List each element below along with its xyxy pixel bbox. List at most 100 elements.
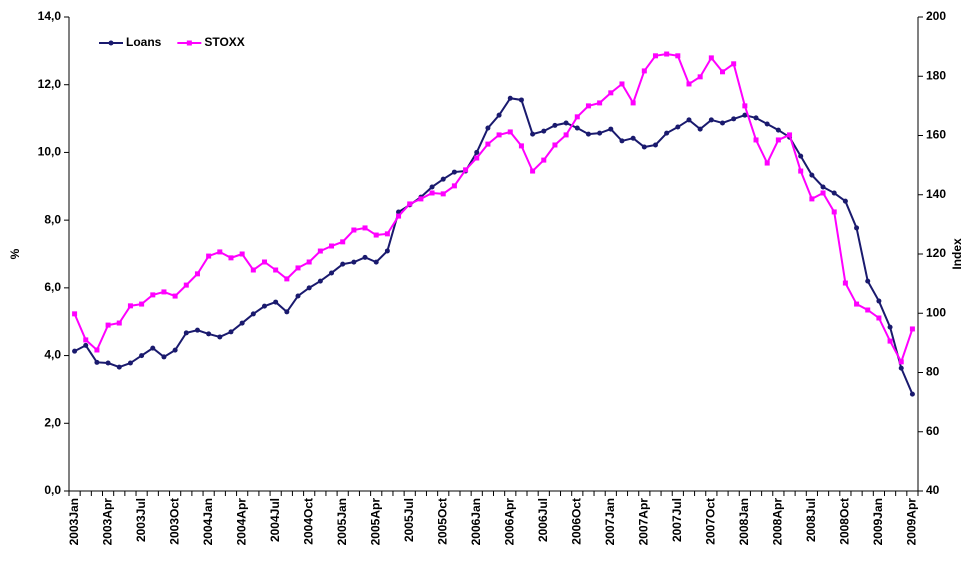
y-axis-title: % <box>8 248 22 259</box>
marker <box>206 331 212 337</box>
marker <box>652 142 658 148</box>
marker <box>273 299 279 305</box>
marker <box>742 112 748 118</box>
marker <box>239 251 245 257</box>
marker <box>775 127 781 133</box>
marker <box>105 322 111 328</box>
marker <box>172 347 178 353</box>
marker <box>206 253 212 259</box>
marker <box>585 103 591 109</box>
series <box>72 95 915 397</box>
y-tick-label: 0,0 <box>44 483 61 497</box>
marker <box>250 311 256 317</box>
marker <box>72 311 78 317</box>
y2-tick-label: 60 <box>926 424 940 438</box>
marker <box>150 292 156 298</box>
marker <box>217 249 223 255</box>
y-tick-label: 8,0 <box>44 212 61 226</box>
marker <box>507 95 513 101</box>
marker <box>116 364 122 370</box>
marker <box>261 259 267 265</box>
y2-tick-label: 80 <box>926 365 940 379</box>
marker <box>697 126 703 132</box>
marker <box>619 138 625 144</box>
marker <box>619 81 625 87</box>
x-tick-label: 2004Apr <box>234 498 248 546</box>
marker <box>831 190 837 196</box>
y2-tick-label: 140 <box>926 187 946 201</box>
x-tick-label: 2008Jan <box>737 498 751 545</box>
marker <box>854 301 860 307</box>
series <box>72 51 915 365</box>
legend-label: Loans <box>126 35 162 49</box>
marker <box>686 81 692 87</box>
x-tick-label: 2008Apr <box>771 498 785 546</box>
x-tick-label: 2006Jan <box>469 498 483 545</box>
marker <box>116 320 122 326</box>
x-tick-label: 2005Oct <box>435 498 449 545</box>
marker <box>731 116 737 122</box>
marker <box>574 125 580 131</box>
marker <box>239 320 245 326</box>
marker <box>139 353 145 359</box>
marker <box>172 293 178 299</box>
marker <box>876 298 882 304</box>
marker <box>407 201 413 207</box>
marker <box>518 97 524 103</box>
x-tick-label: 2005Apr <box>368 498 382 546</box>
marker <box>373 232 379 238</box>
marker <box>317 278 323 284</box>
marker <box>518 143 524 149</box>
marker <box>250 267 256 273</box>
marker <box>898 359 904 365</box>
marker <box>228 329 234 335</box>
marker <box>186 40 192 46</box>
marker <box>764 160 770 166</box>
marker <box>585 131 591 137</box>
marker <box>273 267 279 273</box>
x-tick-label: 2009Apr <box>905 498 919 546</box>
marker <box>396 213 402 219</box>
marker <box>507 129 513 135</box>
x-tick-label: 2006Apr <box>502 498 516 546</box>
marker <box>530 131 536 137</box>
marker <box>306 285 312 291</box>
x-tick-label: 2003Apr <box>100 498 114 546</box>
marker <box>474 149 480 155</box>
x-tick-label: 2007Jul <box>670 498 684 542</box>
marker <box>597 100 603 106</box>
marker <box>474 155 480 161</box>
x-tick-label: 2004Jul <box>268 498 282 542</box>
marker <box>284 309 290 315</box>
y-tick-label: 14,0 <box>38 9 62 23</box>
marker <box>842 280 848 286</box>
marker <box>909 326 915 332</box>
marker <box>675 53 681 59</box>
x-tick-label: 2004Oct <box>301 498 315 545</box>
marker <box>876 315 882 321</box>
x-tick-label: 2005Jan <box>335 498 349 545</box>
marker <box>574 114 580 120</box>
marker <box>451 183 457 189</box>
y2-tick-label: 120 <box>926 246 946 260</box>
marker <box>351 259 357 265</box>
x-tick-label: 2004Jan <box>201 498 215 545</box>
y-tick-label: 4,0 <box>44 348 61 362</box>
y-tick-label: 12,0 <box>38 77 62 91</box>
marker <box>485 141 491 147</box>
x-tick-label: 2005Jul <box>402 498 416 542</box>
marker <box>775 137 781 143</box>
marker <box>317 248 323 254</box>
marker <box>362 254 368 260</box>
marker <box>842 198 848 204</box>
marker <box>127 360 133 366</box>
y-tick-label: 6,0 <box>44 280 61 294</box>
marker <box>664 130 670 136</box>
marker <box>898 365 904 371</box>
marker <box>194 327 200 333</box>
marker <box>909 391 915 397</box>
x-tick-label: 2006Oct <box>569 498 583 545</box>
marker <box>731 61 737 67</box>
marker <box>94 359 100 365</box>
